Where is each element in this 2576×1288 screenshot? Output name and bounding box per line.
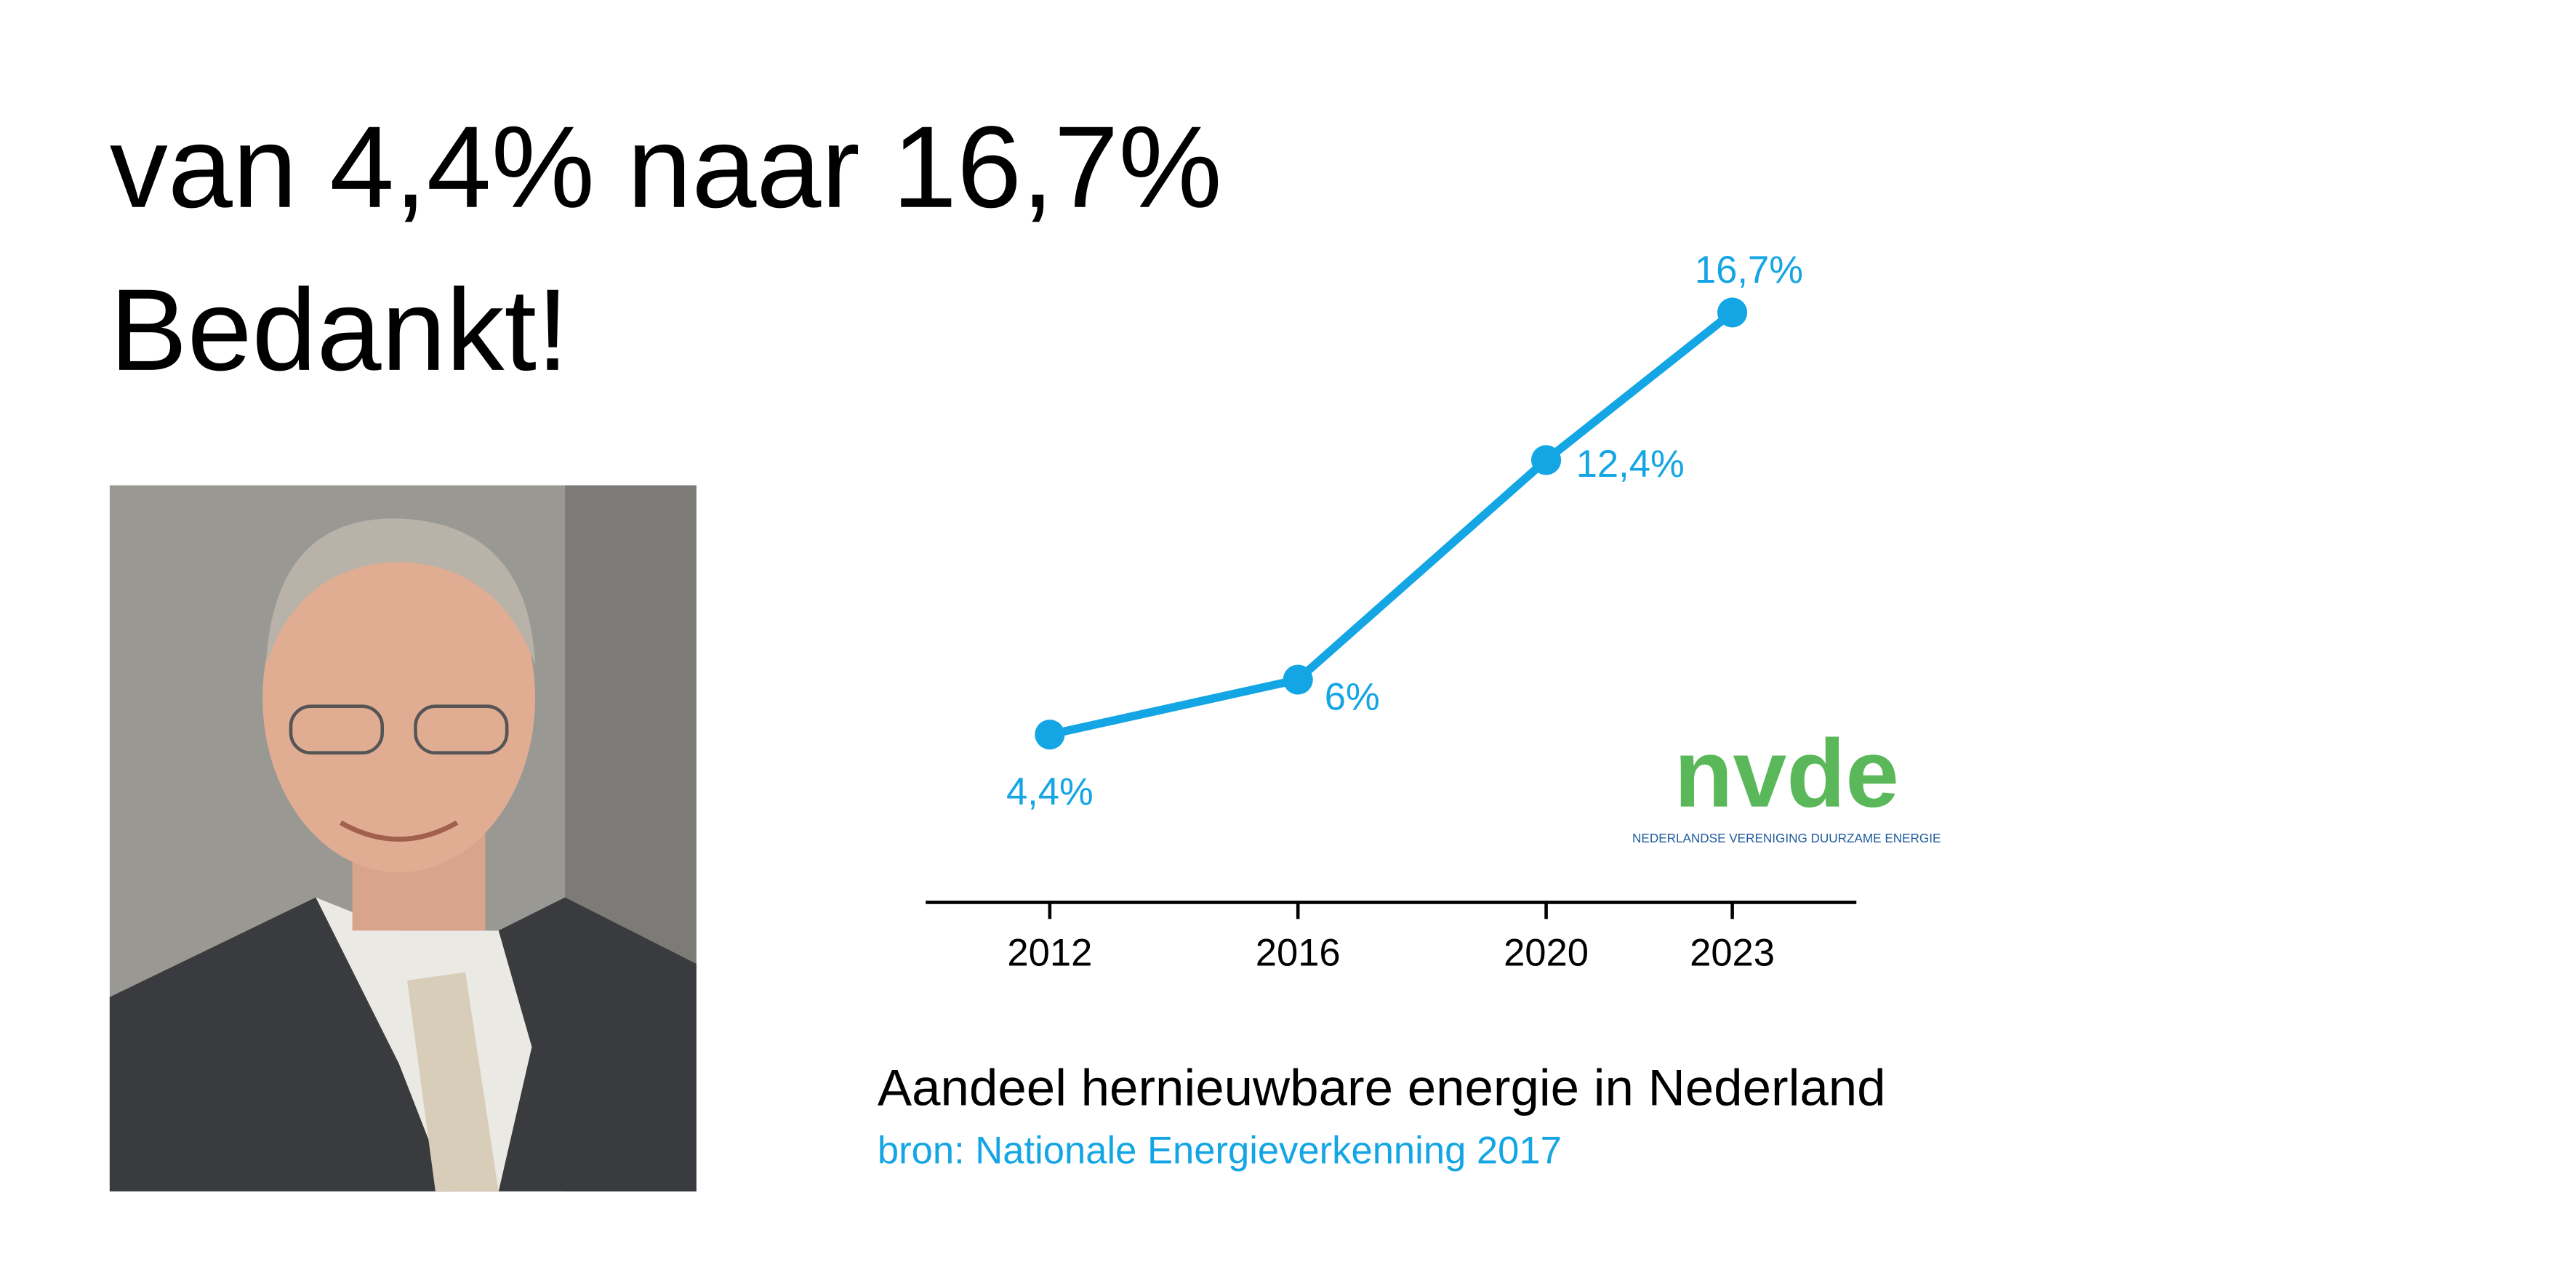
heading-line: Bedankt! <box>110 265 569 395</box>
x-tick-label: 2020 <box>1504 931 1589 974</box>
logo-mark: nvde <box>1674 720 1899 828</box>
chart-subtitle: bron: Nationale Energieverkenning 2017 <box>878 1129 1562 1172</box>
logo-name: NEDERLANDSE VERENIGING DUURZAME ENERGIE <box>1632 831 1941 845</box>
data-label: 16,7% <box>1695 249 1803 291</box>
data-point <box>1717 297 1748 328</box>
data-line <box>1048 309 1736 739</box>
data-point <box>1283 664 1313 695</box>
x-tick-label: 2016 <box>1256 931 1341 974</box>
data-label: 12,4% <box>1576 443 1685 486</box>
data-label: 6% <box>1325 675 1380 718</box>
photo <box>109 485 697 1192</box>
chart-title: Aandeel hernieuwbare energie in Nederlan… <box>878 1060 1886 1117</box>
data-point <box>1530 445 1562 475</box>
x-tick-label: 2012 <box>1007 931 1092 974</box>
x-tick-label: 2023 <box>1690 931 1775 974</box>
data-point <box>1035 720 1065 750</box>
heading-line: van 4,4% naar 16,7% <box>110 102 1222 232</box>
data-label: 4,4% <box>1006 770 1094 813</box>
logo: nvde NEDERLANDSE VERENIGING DUURZAME ENE… <box>1632 720 1941 846</box>
